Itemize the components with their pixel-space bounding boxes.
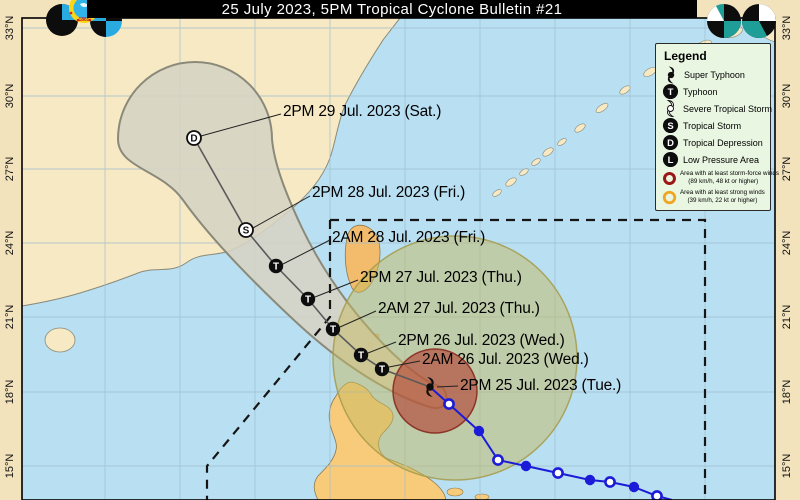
hainan-island bbox=[44, 327, 76, 353]
lat-label-left: 27°N bbox=[4, 156, 16, 182]
storm-force-ring-icon bbox=[663, 172, 676, 185]
lat-label-left: 15°N bbox=[4, 453, 16, 479]
legend: Legend Super Typhoon T Typhoon Severe Tr… bbox=[655, 43, 780, 211]
track-label: 2AM 27 Jul. 2023 (Thu.) bbox=[378, 300, 540, 317]
track-label: 2PM 25 Jul. 2023 (Tue.) bbox=[460, 377, 622, 394]
lat-label-right: 18°N bbox=[781, 379, 793, 405]
typhoon-icon: T bbox=[662, 83, 679, 100]
svg-text:T: T bbox=[379, 365, 385, 376]
typhoon-symbol: T bbox=[268, 258, 284, 274]
lat-label-right: 30°N bbox=[781, 83, 793, 109]
low-pressure-area-icon: L bbox=[662, 151, 679, 168]
legend-item-label: Super Typhoon bbox=[684, 69, 745, 80]
legend-item-tropical-depression: D Tropical Depression bbox=[662, 134, 766, 151]
svg-text:1865: 1865 bbox=[78, 17, 89, 23]
label-pointer-lines bbox=[200, 113, 459, 388]
svg-text:D: D bbox=[190, 134, 197, 145]
legend-area-text: Area with at least strong winds (39 km/h… bbox=[680, 188, 765, 205]
svg-text:S: S bbox=[667, 121, 673, 132]
svg-text:T: T bbox=[330, 325, 336, 336]
track-label: 2PM 26 Jul. 2023 (Wed.) bbox=[398, 332, 565, 349]
legend-item-label: Typhoon bbox=[683, 86, 718, 97]
svg-text:T: T bbox=[358, 351, 364, 362]
tropical-storm-symbol: S bbox=[238, 222, 254, 238]
lat-label-left: 33°N bbox=[4, 15, 16, 41]
severe-tropical-storm-icon bbox=[667, 100, 674, 117]
tropical-depression-symbol: D bbox=[186, 130, 202, 146]
legend-title: Legend bbox=[664, 49, 707, 63]
lat-label-right: 21°N bbox=[781, 304, 793, 330]
map-frame bbox=[21, 17, 776, 500]
lat-label-right: 24°N bbox=[781, 230, 793, 256]
typhoon-symbol: T bbox=[353, 347, 369, 363]
tropical-storm-icon: S bbox=[662, 117, 679, 134]
legend-area-text: Area with at least storm-force winds (89… bbox=[680, 170, 780, 186]
legend-item-severe-tropical-storm: Severe Tropical Storm bbox=[662, 100, 772, 117]
lat-label-right: 27°N bbox=[781, 156, 793, 182]
legend-item-label: Tropical Depression bbox=[683, 137, 763, 148]
lat-label-right: 15°N bbox=[781, 453, 793, 479]
svg-text:L: L bbox=[668, 155, 674, 166]
par-boundary bbox=[205, 218, 707, 500]
legend-item-typhoon: T Typhoon bbox=[662, 83, 766, 100]
svg-text:T: T bbox=[273, 262, 279, 273]
super-typhoon-icon bbox=[667, 66, 675, 83]
legend-item-tropical-storm: S Tropical Storm bbox=[662, 117, 766, 134]
lat-label-left: 18°N bbox=[4, 379, 16, 405]
track-label: 2PM 28 Jul. 2023 (Fri.) bbox=[312, 184, 466, 201]
track-label: 2AM 28 Jul. 2023 (Fri.) bbox=[332, 229, 486, 246]
lat-label-left: 21°N bbox=[4, 304, 16, 330]
typhoon-symbol: T bbox=[325, 321, 341, 337]
legend-strong-wind-area: Area with at least strong winds (39 km/h… bbox=[662, 189, 766, 206]
legend-item-low-pressure-area: L Low Pressure Area bbox=[662, 151, 766, 168]
typhoon-symbol: T bbox=[374, 361, 390, 377]
bulletin-title: 25 July 2023, 5PM Tropical Cyclone Bulle… bbox=[87, 0, 697, 18]
track-label: 2PM 29 Jul. 2023 (Sat.) bbox=[283, 103, 442, 120]
track-label: 2PM 27 Jul. 2023 (Thu.) bbox=[360, 269, 522, 286]
forecast-symbols: T T T T T S D bbox=[186, 130, 390, 377]
svg-text:T: T bbox=[305, 295, 311, 306]
tropical-depression-icon: D bbox=[662, 134, 679, 151]
dost-logo bbox=[707, 4, 776, 38]
legend-storm-force-area: Area with at least storm-force winds (89… bbox=[662, 170, 780, 187]
lat-label-left: 24°N bbox=[4, 230, 16, 256]
lat-label-left: 30°N bbox=[4, 83, 16, 109]
legend-item-label: Severe Tropical Storm bbox=[683, 103, 773, 114]
svg-text:S: S bbox=[243, 226, 250, 237]
legend-item-label: Tropical Storm bbox=[683, 120, 742, 131]
svg-text:D: D bbox=[667, 138, 674, 149]
graticule bbox=[22, 18, 775, 500]
lat-label-right: 33°N bbox=[781, 15, 793, 41]
legend-item-super-typhoon: Super Typhoon bbox=[662, 66, 766, 83]
past-track-points bbox=[443, 398, 663, 500]
strong-wind-ring-icon bbox=[662, 190, 677, 205]
svg-text:T: T bbox=[668, 87, 674, 98]
track-label: 2AM 26 Jul. 2023 (Wed.) bbox=[422, 351, 589, 368]
typhoon-symbol: T bbox=[300, 291, 316, 307]
legend-item-label: Low Pressure Area bbox=[683, 154, 760, 165]
